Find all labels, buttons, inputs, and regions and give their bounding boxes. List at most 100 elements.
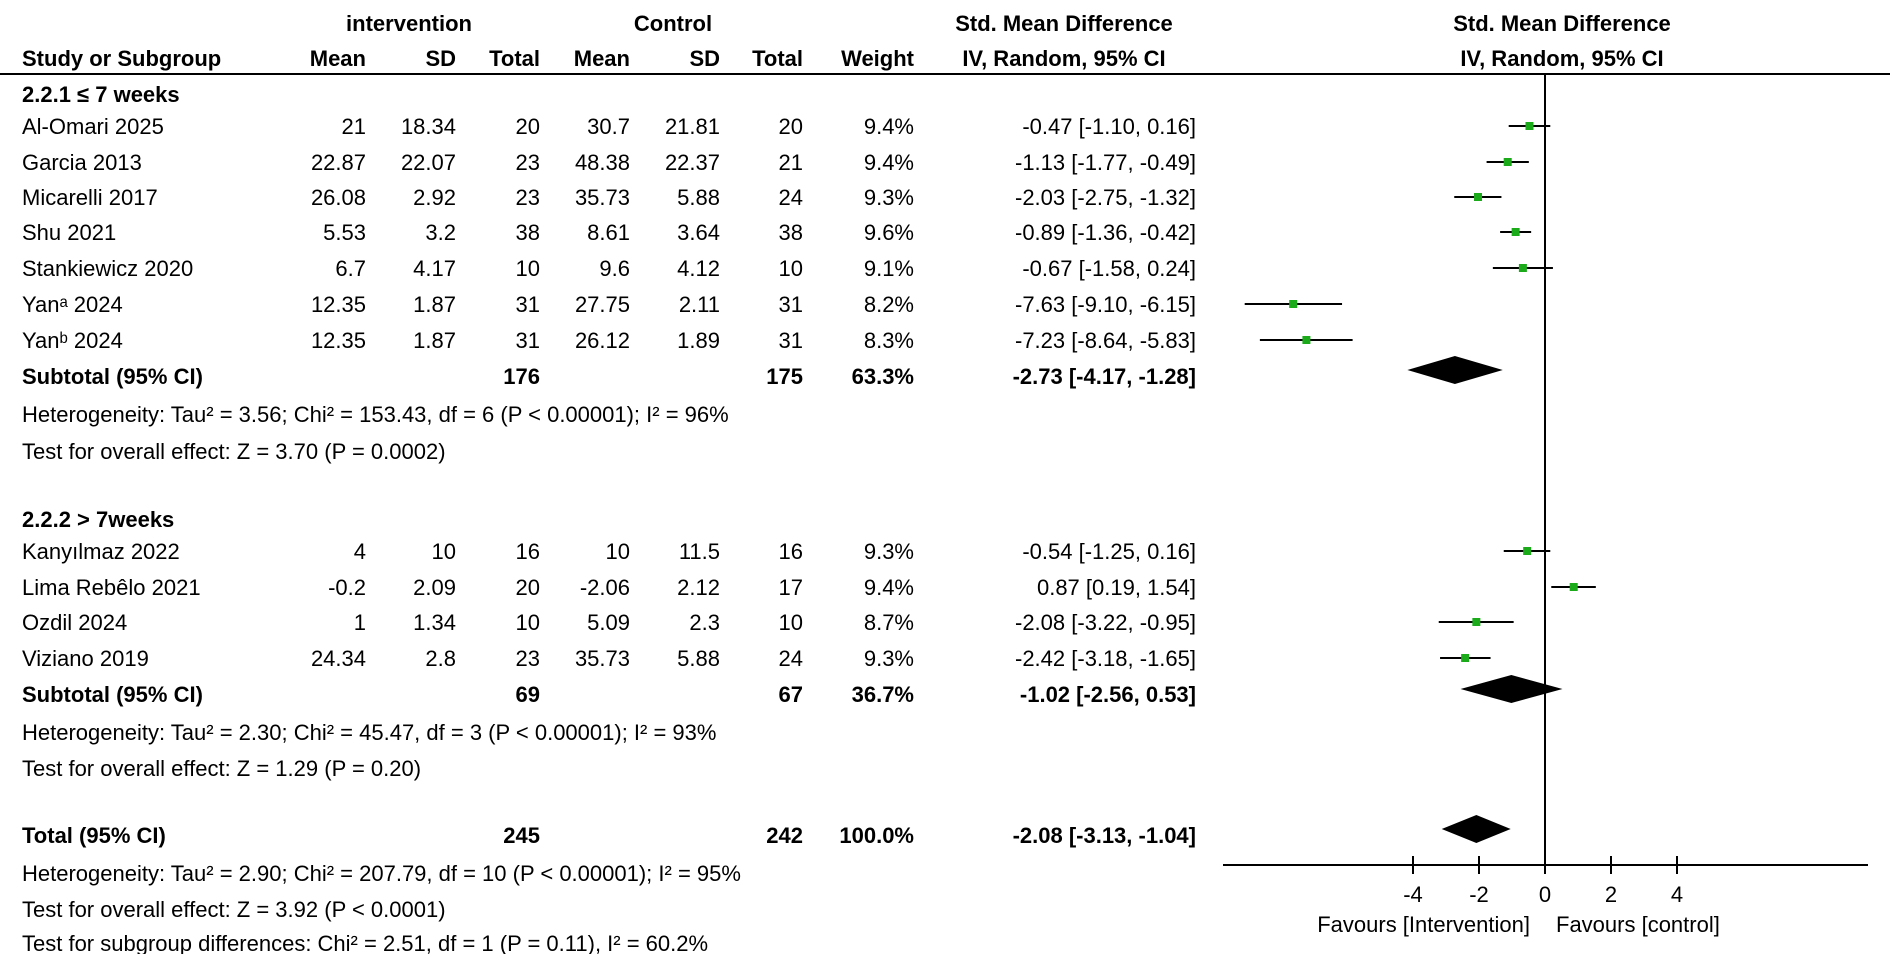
intervention-mean: 22.87 [311, 150, 366, 175]
study-name: Stankiewicz 2020 [22, 256, 193, 281]
table-row: Lima Rebêlo 2021 -0.2 2.09 20 -2.06 2.12 17 9.4… [22, 575, 1196, 600]
point-estimate [1518, 264, 1527, 272]
weight-column-header: Weight [841, 46, 915, 71]
intervention-sd: 18.34 [401, 114, 456, 139]
intervention-total: 10 [516, 256, 540, 281]
study-ci: -2.08 [-3.22, -0.95] [1015, 610, 1196, 635]
intervention-sd: 10 [432, 539, 456, 564]
control-sd: 2.12 [677, 575, 720, 600]
intervention-total: 23 [516, 646, 540, 671]
subtotal-weight: 36.7% [852, 682, 914, 707]
total-label: Total (95% CI) [22, 823, 166, 848]
intervention-mean: 12.35 [311, 292, 366, 317]
sd2-column-header: SD [689, 46, 720, 71]
control-sd: 1.89 [677, 328, 720, 353]
total-heterogeneity-text: Heterogeneity: Tau² = 2.90; Chi² = 207.7… [22, 861, 741, 886]
plot-marks [1244, 122, 1596, 843]
control-mean: 5.09 [587, 610, 630, 635]
study-weight: 9.3% [864, 539, 914, 564]
favours-right-label: Favours [control] [1556, 912, 1720, 937]
intervention-mean: -0.2 [328, 575, 366, 600]
control-total: 20 [779, 114, 803, 139]
point-estimate [1302, 336, 1311, 344]
intervention-mean: 26.08 [311, 185, 366, 210]
x-axis-ticks: -4 -2 0 2 4 [1403, 856, 1683, 907]
table-row: Garcia 2013 22.87 22.07 23 48.38 22.37 21 9.4% -… [22, 150, 1196, 175]
intervention-total: 38 [516, 220, 540, 245]
intervention-total: 16 [516, 539, 540, 564]
x-tick-label: -2 [1469, 882, 1489, 907]
total-diamond [1441, 815, 1511, 843]
intervention-mean: 6.7 [335, 256, 366, 281]
point-estimate [1461, 654, 1470, 662]
control-total: 31 [779, 292, 803, 317]
control-total: 24 [779, 646, 803, 671]
control-mean: 9.6 [599, 256, 630, 281]
study-weight: 8.3% [864, 328, 914, 353]
table-row: Viziano 2019 24.34 2.8 23 35.73 5.88 24 9.3% -2.… [22, 646, 1196, 671]
overall-effect-text: Test for overall effect: Z = 3.70 (P = 0… [22, 439, 446, 464]
intervention-total: 10 [516, 610, 540, 635]
x-tick-label: -4 [1403, 882, 1423, 907]
intervention-total: 20 [516, 575, 540, 600]
table-row: Shu 2021 5.53 3.2 38 8.61 3.64 38 9.6% -0.89 [-1… [22, 220, 1196, 245]
study-name: Micarelli 2017 [22, 185, 158, 210]
mean1-column-header: Mean [310, 46, 366, 71]
group1-header: intervention [346, 11, 472, 36]
intervention-sd: 2.92 [413, 185, 456, 210]
intervention-sd: 1.87 [413, 292, 456, 317]
subgroup-label: 2.2.1 ≤ 7 weeks [22, 82, 180, 107]
study-name: Kanyılmaz 2022 [22, 539, 180, 564]
study-name: Lima Rebêlo 2021 [22, 575, 201, 600]
control-mean: 8.61 [587, 220, 630, 245]
control-sd: 2.11 [679, 292, 720, 317]
plot-header: Std. Mean Difference [1453, 11, 1671, 36]
subgroup-2-rows: Kanyılmaz 2022 4 10 16 10 11.5 16 9.3% -0.54 [-1… [22, 539, 1196, 671]
control-total: 38 [779, 220, 803, 245]
subtotal-label: Subtotal (95% CI) [22, 364, 203, 389]
intervention-sd: 3.2 [425, 220, 456, 245]
study-ci: -2.03 [-2.75, -1.32] [1015, 185, 1196, 210]
study-weight: 9.3% [864, 646, 914, 671]
heterogeneity-text: Heterogeneity: Tau² = 3.56; Chi² = 153.4… [22, 402, 729, 427]
study-column-header: Study or Subgroup [22, 46, 221, 71]
subtotal-ci: -1.02 [-2.56, 0.53] [1020, 682, 1196, 707]
table-row: Ozdil 2024 1 1.34 10 5.09 2.3 10 8.7% -2.08 [-3.… [22, 610, 1196, 635]
total-weight: 100.0% [839, 823, 914, 848]
intervention-sd: 2.09 [413, 575, 456, 600]
intervention-sd: 4.17 [413, 256, 456, 281]
control-total: 10 [779, 610, 803, 635]
table-header: intervention Control Std. Mean Differenc… [22, 11, 1671, 71]
subtotal-diamond [1407, 356, 1503, 384]
intervention-sd: 1.34 [413, 610, 456, 635]
table-row: Micarelli 2017 26.08 2.92 23 35.73 5.88 24 9.3%… [22, 185, 1196, 210]
study-name: Yanᵃ 2024 [22, 292, 123, 317]
x-tick-label: 2 [1605, 882, 1617, 907]
control-mean: 10 [606, 539, 630, 564]
point-estimate [1511, 228, 1520, 236]
control-mean: 27.75 [575, 292, 630, 317]
control-total: 24 [779, 185, 803, 210]
control-mean: 26.12 [575, 328, 630, 353]
intervention-sd: 22.07 [401, 150, 456, 175]
table-row: Yanᵇ 2024 12.35 1.87 31 26.12 1.89 31 8.3% -7.23… [22, 328, 1196, 353]
study-ci: -2.42 [-3.18, -1.65] [1015, 646, 1196, 671]
intervention-mean: 24.34 [311, 646, 366, 671]
intervention-mean: 1 [354, 610, 366, 635]
plot-subheader: IV, Random, 95% CI [1460, 46, 1663, 71]
total-row: Total (95% CI) 245 242 100.0% -2.08 [-3.… [22, 823, 1196, 848]
study-ci: 0.87 [0.19, 1.54] [1037, 575, 1196, 600]
control-mean: 35.73 [575, 185, 630, 210]
study-ci: -0.89 [-1.36, -0.42] [1015, 220, 1196, 245]
control-mean: 35.73 [575, 646, 630, 671]
study-name: Al-Omari 2025 [22, 114, 164, 139]
favours-left-label: Favours [Intervention] [1317, 912, 1530, 937]
effect-header: Std. Mean Difference [955, 11, 1173, 36]
point-estimate [1474, 193, 1483, 201]
total2-column-header: Total [752, 46, 803, 71]
ci-column-header: IV, Random, 95% CI [962, 46, 1165, 71]
study-name: Shu 2021 [22, 220, 116, 245]
mean2-column-header: Mean [574, 46, 630, 71]
study-weight: 9.4% [864, 575, 914, 600]
